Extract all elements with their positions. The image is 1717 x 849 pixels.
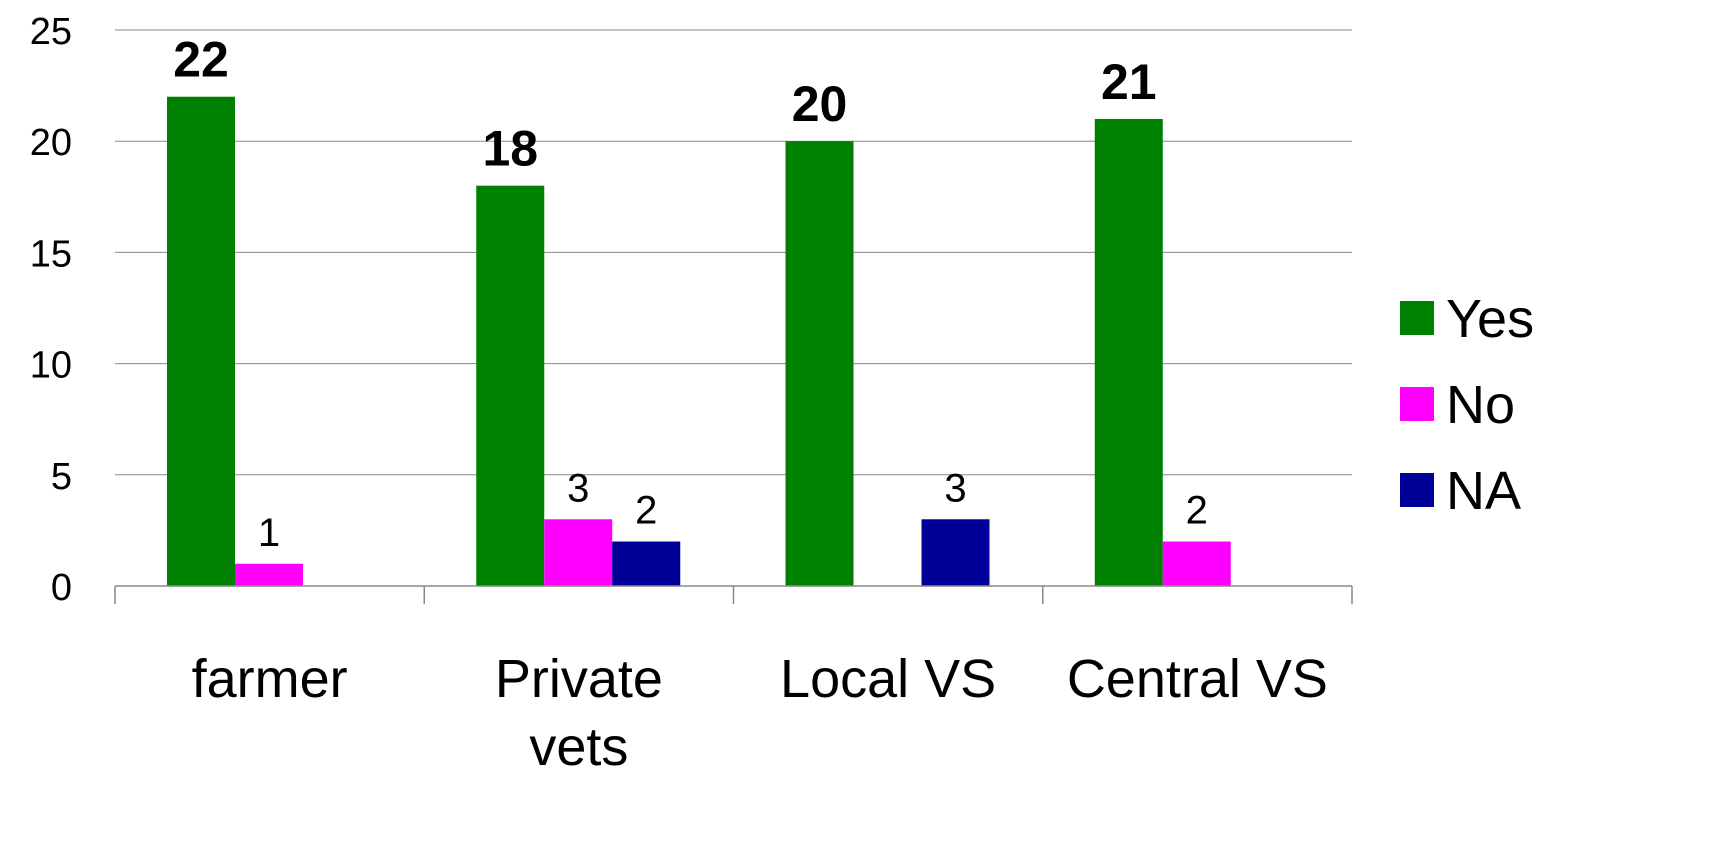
data-label: 18 (482, 121, 538, 177)
data-label: 3 (567, 466, 589, 510)
y-axis-tick-labels: 0 5 10 15 20 25 (30, 11, 72, 609)
data-label: 2 (1186, 489, 1208, 533)
x-axis-category-labels: farmer Private vets Local VS Central VS (192, 649, 1328, 777)
data-label: 3 (944, 466, 966, 510)
data-label: 21 (1101, 54, 1157, 110)
data-label: 20 (792, 76, 848, 132)
legend-label-na: NA (1446, 461, 1521, 521)
bar-yes (1094, 118, 1163, 587)
y-tick-label: 5 (51, 456, 72, 498)
data-label: 22 (173, 32, 229, 88)
y-tick-label: 10 (30, 345, 72, 387)
bar-yes (785, 141, 854, 586)
category-label: Central VS (1067, 649, 1328, 709)
category-label: vets (529, 717, 628, 777)
legend-swatch-no (1400, 387, 1434, 421)
legend-label-no: No (1446, 375, 1515, 435)
bar-no (544, 519, 613, 586)
gridlines (115, 29, 1352, 476)
bar-na (612, 541, 681, 586)
bar-yes (167, 96, 235, 586)
category-label: Private (495, 649, 663, 709)
data-label: 1 (258, 511, 280, 555)
bar-yes (476, 185, 545, 586)
y-tick-label: 20 (30, 122, 72, 164)
category-label: Local VS (780, 649, 996, 709)
y-tick-label: 25 (30, 11, 72, 53)
bar-no (235, 563, 303, 586)
legend: Yes No NA (1400, 289, 1534, 521)
legend-swatch-yes (1400, 301, 1434, 335)
legend-label-yes: Yes (1446, 289, 1534, 349)
legend-swatch-na (1400, 473, 1434, 507)
y-tick-label: 0 (51, 567, 72, 609)
bar-na (921, 519, 990, 586)
bar-no (1162, 541, 1231, 586)
x-axis (114, 585, 1353, 604)
y-tick-label: 15 (30, 233, 72, 275)
data-label: 2 (635, 489, 657, 533)
category-label: farmer (192, 649, 348, 709)
bars (167, 96, 1231, 587)
